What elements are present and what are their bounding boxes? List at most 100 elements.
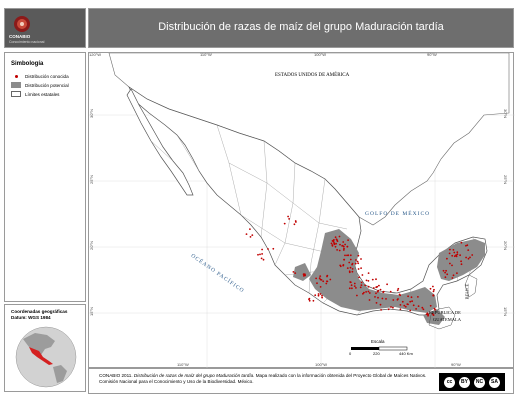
known-record-dot	[353, 282, 356, 285]
known-record-dot	[368, 299, 371, 301]
known-record-dot	[360, 258, 362, 260]
known-record-dot	[317, 294, 320, 297]
known-record-dot	[445, 269, 447, 272]
known-record-dot	[321, 296, 323, 299]
known-record-dot	[283, 222, 286, 225]
known-record-dot	[451, 264, 453, 267]
known-record-dot	[367, 285, 370, 288]
known-record-dot	[338, 249, 341, 252]
tick-top-2: 110°W	[200, 52, 212, 57]
known-record-dot	[421, 306, 424, 309]
known-record-dot	[356, 260, 359, 263]
known-record-dot	[351, 262, 354, 265]
legend-item-known: Distribución conocida	[11, 73, 69, 79]
known-record-dot	[351, 268, 354, 270]
known-record-dot	[342, 241, 345, 243]
known-record-dot	[444, 271, 446, 274]
by-icon: BY	[459, 376, 470, 388]
known-record-dot	[375, 278, 377, 281]
known-record-dot	[333, 239, 335, 241]
known-record-dot	[348, 271, 351, 274]
known-record-dot	[401, 300, 404, 303]
known-record-dot	[367, 290, 370, 293]
known-record-dot	[293, 223, 296, 226]
known-record-dot	[308, 299, 311, 302]
known-record-dot	[451, 277, 454, 279]
known-record-dot	[452, 274, 455, 277]
tick-bottom-3: 90°W	[451, 362, 461, 367]
known-record-dot	[358, 276, 360, 279]
gray-fill-icon	[11, 82, 21, 88]
sa-icon: SA	[489, 376, 500, 388]
known-record-dot	[377, 296, 379, 299]
known-record-dot	[348, 261, 351, 264]
known-record-dot	[374, 296, 376, 298]
known-record-dot	[410, 296, 413, 299]
known-record-dot	[245, 233, 248, 236]
known-record-dot	[372, 287, 375, 289]
label-guatemala-2: GUATEMALA	[433, 317, 461, 322]
known-record-dot	[347, 254, 350, 257]
known-record-dot	[380, 309, 382, 311]
main-map: 120°W 110°W 100°W 90°W 110°W 100°W 90°W …	[88, 52, 515, 369]
known-record-dot	[249, 228, 251, 231]
credit-panel: CONABIO 2011. Distribución de razas de m…	[88, 368, 514, 394]
known-record-dot	[334, 245, 337, 248]
known-record-dot	[387, 308, 390, 311]
known-record-dot	[392, 306, 394, 309]
scale-bar	[351, 346, 408, 351]
known-record-dot	[262, 258, 265, 261]
baja-california-outline	[126, 88, 194, 196]
known-record-dot	[399, 304, 402, 306]
known-record-dot	[460, 241, 463, 244]
known-record-dot	[338, 235, 341, 238]
known-record-dot	[469, 256, 471, 259]
known-record-dot	[398, 293, 401, 296]
known-record-dot	[451, 254, 454, 257]
known-record-dot	[344, 243, 346, 246]
tick-bottom-2: 100°W	[315, 362, 328, 367]
potential-distribution	[293, 229, 485, 325]
known-record-dot	[379, 303, 382, 306]
legend-title: Simbología	[11, 61, 44, 67]
label-guatemala-1: REPÚBLICA DE	[429, 310, 461, 315]
known-record-dot	[409, 300, 412, 303]
conabio-logo: CONABIO Conocimiento nacional	[4, 8, 86, 48]
known-record-dot	[339, 264, 342, 267]
known-record-dot	[371, 278, 374, 281]
tick-right-3: 20°N	[502, 241, 508, 250]
known-record-dot	[442, 269, 445, 272]
credit-italic: Distribución de razas de maíz del grupo …	[133, 373, 255, 378]
known-record-dot	[321, 294, 323, 297]
outline-icon	[11, 91, 21, 97]
known-record-dot	[375, 302, 378, 304]
tick-right-2: 25°N	[502, 175, 508, 184]
known-record-dot	[452, 249, 455, 251]
credit-rest: Mapa realizado con la información obteni…	[99, 373, 427, 384]
known-record-dot	[319, 286, 322, 288]
known-record-dot	[287, 215, 289, 218]
known-record-dot	[368, 292, 371, 294]
known-record-dot	[411, 300, 413, 303]
known-record-dot	[431, 312, 434, 315]
known-record-dot	[349, 254, 352, 257]
nc-icon: NC	[474, 376, 485, 388]
scale-tick-0: 0	[349, 351, 352, 356]
known-record-dot	[392, 299, 395, 301]
guatemala-outline	[428, 306, 456, 330]
map-canvas	[89, 53, 515, 369]
known-record-dot	[315, 277, 317, 280]
known-record-dot	[343, 258, 345, 261]
known-record-dot	[360, 267, 362, 269]
known-record-dot	[361, 274, 364, 276]
cc-license-badge[interactable]: cc BY NC SA	[439, 373, 505, 391]
known-record-dot	[456, 272, 458, 274]
known-record-dot	[360, 284, 363, 286]
known-record-dot	[308, 298, 310, 301]
known-record-dot	[346, 267, 349, 269]
known-record-dot	[433, 288, 435, 291]
known-record-dot	[404, 305, 407, 308]
known-record-dot	[448, 252, 451, 255]
known-record-dot	[349, 281, 352, 283]
